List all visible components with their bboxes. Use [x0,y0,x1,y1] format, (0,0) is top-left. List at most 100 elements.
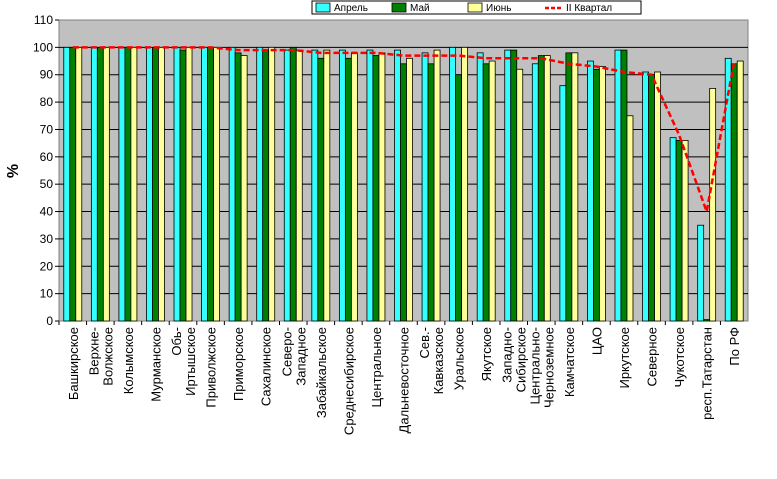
x-tick-label: Центрально- [527,327,542,405]
bars [63,46,744,322]
series-line [72,46,736,217]
bar [366,49,374,322]
x-tick-label: Волжское [100,327,115,386]
bar [146,46,153,322]
bar [152,46,159,322]
x-tick-label: Центральное [369,327,384,407]
bar [338,49,346,322]
x-tick-label: Черноземное [541,327,556,408]
bar [158,46,165,322]
legend-label: II Квартал [566,3,612,14]
x-tick-label: Камчатское [562,327,577,397]
y-tick-label: 60 [40,150,54,164]
bar [317,57,325,322]
x-tick-label: Обь- [169,327,184,356]
y-tick-label: 30 [40,232,54,246]
x-tick-label: ЦАО [589,327,604,355]
y-tick-label: 40 [40,205,54,219]
bar [620,49,628,322]
bar [102,46,110,322]
y-tick-label: 90 [40,68,54,82]
bar [311,49,319,322]
bar [372,55,380,322]
bar [433,49,441,322]
bar [118,46,126,322]
bar [406,57,413,322]
bar [207,46,214,322]
bar [295,49,303,322]
bar [543,55,551,322]
bar [599,66,606,322]
bar [482,63,490,322]
bar [185,46,193,322]
y-axis-label: % [5,164,22,178]
bar [730,63,738,322]
bar [642,71,649,322]
x-axis: Башкирское Верхне- Волжское Колымское Мурман… [58,321,742,435]
bar [593,68,600,322]
bar [234,52,242,322]
x-tick-label: Иркутское [617,327,632,389]
bar [681,139,689,322]
legend-swatch [467,2,483,13]
x-tick-label: Дальневосточное [397,327,412,433]
bar [173,46,181,322]
bar [559,85,567,322]
bar [461,46,469,322]
bar [213,46,220,322]
quarter-line [72,46,736,217]
x-tick-label: Среднесибирское [341,327,356,435]
bar [201,46,208,322]
bar [394,49,401,322]
bar [565,52,573,322]
y-tick-label: 70 [40,122,54,136]
bar [703,319,711,322]
bar [488,60,496,322]
bar [289,46,297,322]
bar [455,74,463,322]
legend: Апрель Май Июнь II Квартал [311,0,642,15]
bar [63,46,71,322]
bar [736,60,744,322]
x-tick-label: Западное [293,327,308,386]
x-tick-label: Верхне- [86,327,101,375]
legend-label: Май [410,3,430,14]
bar [669,137,677,322]
bar [344,57,352,322]
bar [262,49,270,322]
x-tick-label: Чукотское [672,327,687,388]
bar [323,49,331,322]
bar [587,60,594,322]
bar [283,49,291,322]
x-tick-label: Уральское [452,327,467,390]
x-tick-label: Иртышское [183,327,198,396]
x-tick-label: Якутское [479,327,494,381]
bar [510,49,518,322]
legend-swatch [391,2,407,13]
x-tick-label: Сахалинское [259,327,274,406]
bar [648,74,655,322]
bar [675,139,683,322]
bar [697,224,705,322]
x-tick-label: Приморское [231,327,246,401]
bar [268,46,276,322]
bar [400,63,407,322]
x-tick-label: Северное [645,327,660,386]
bar [421,52,429,322]
bar [130,46,138,322]
bar [378,52,386,322]
bar [350,52,358,322]
legend-label: Апрель [334,3,368,14]
x-tick-label: Западно- [500,327,515,383]
bar [75,46,83,322]
bar [476,52,484,322]
x-tick-label: Башкирское [66,327,81,400]
x-tick-label: По РФ [727,327,742,366]
bar [626,115,634,322]
bar [537,55,545,322]
bar [124,46,132,322]
x-tick-label: Забайкальское [314,327,329,418]
x-tick-label: Сев.- [417,327,432,358]
bar [427,63,435,322]
bar [531,63,539,322]
